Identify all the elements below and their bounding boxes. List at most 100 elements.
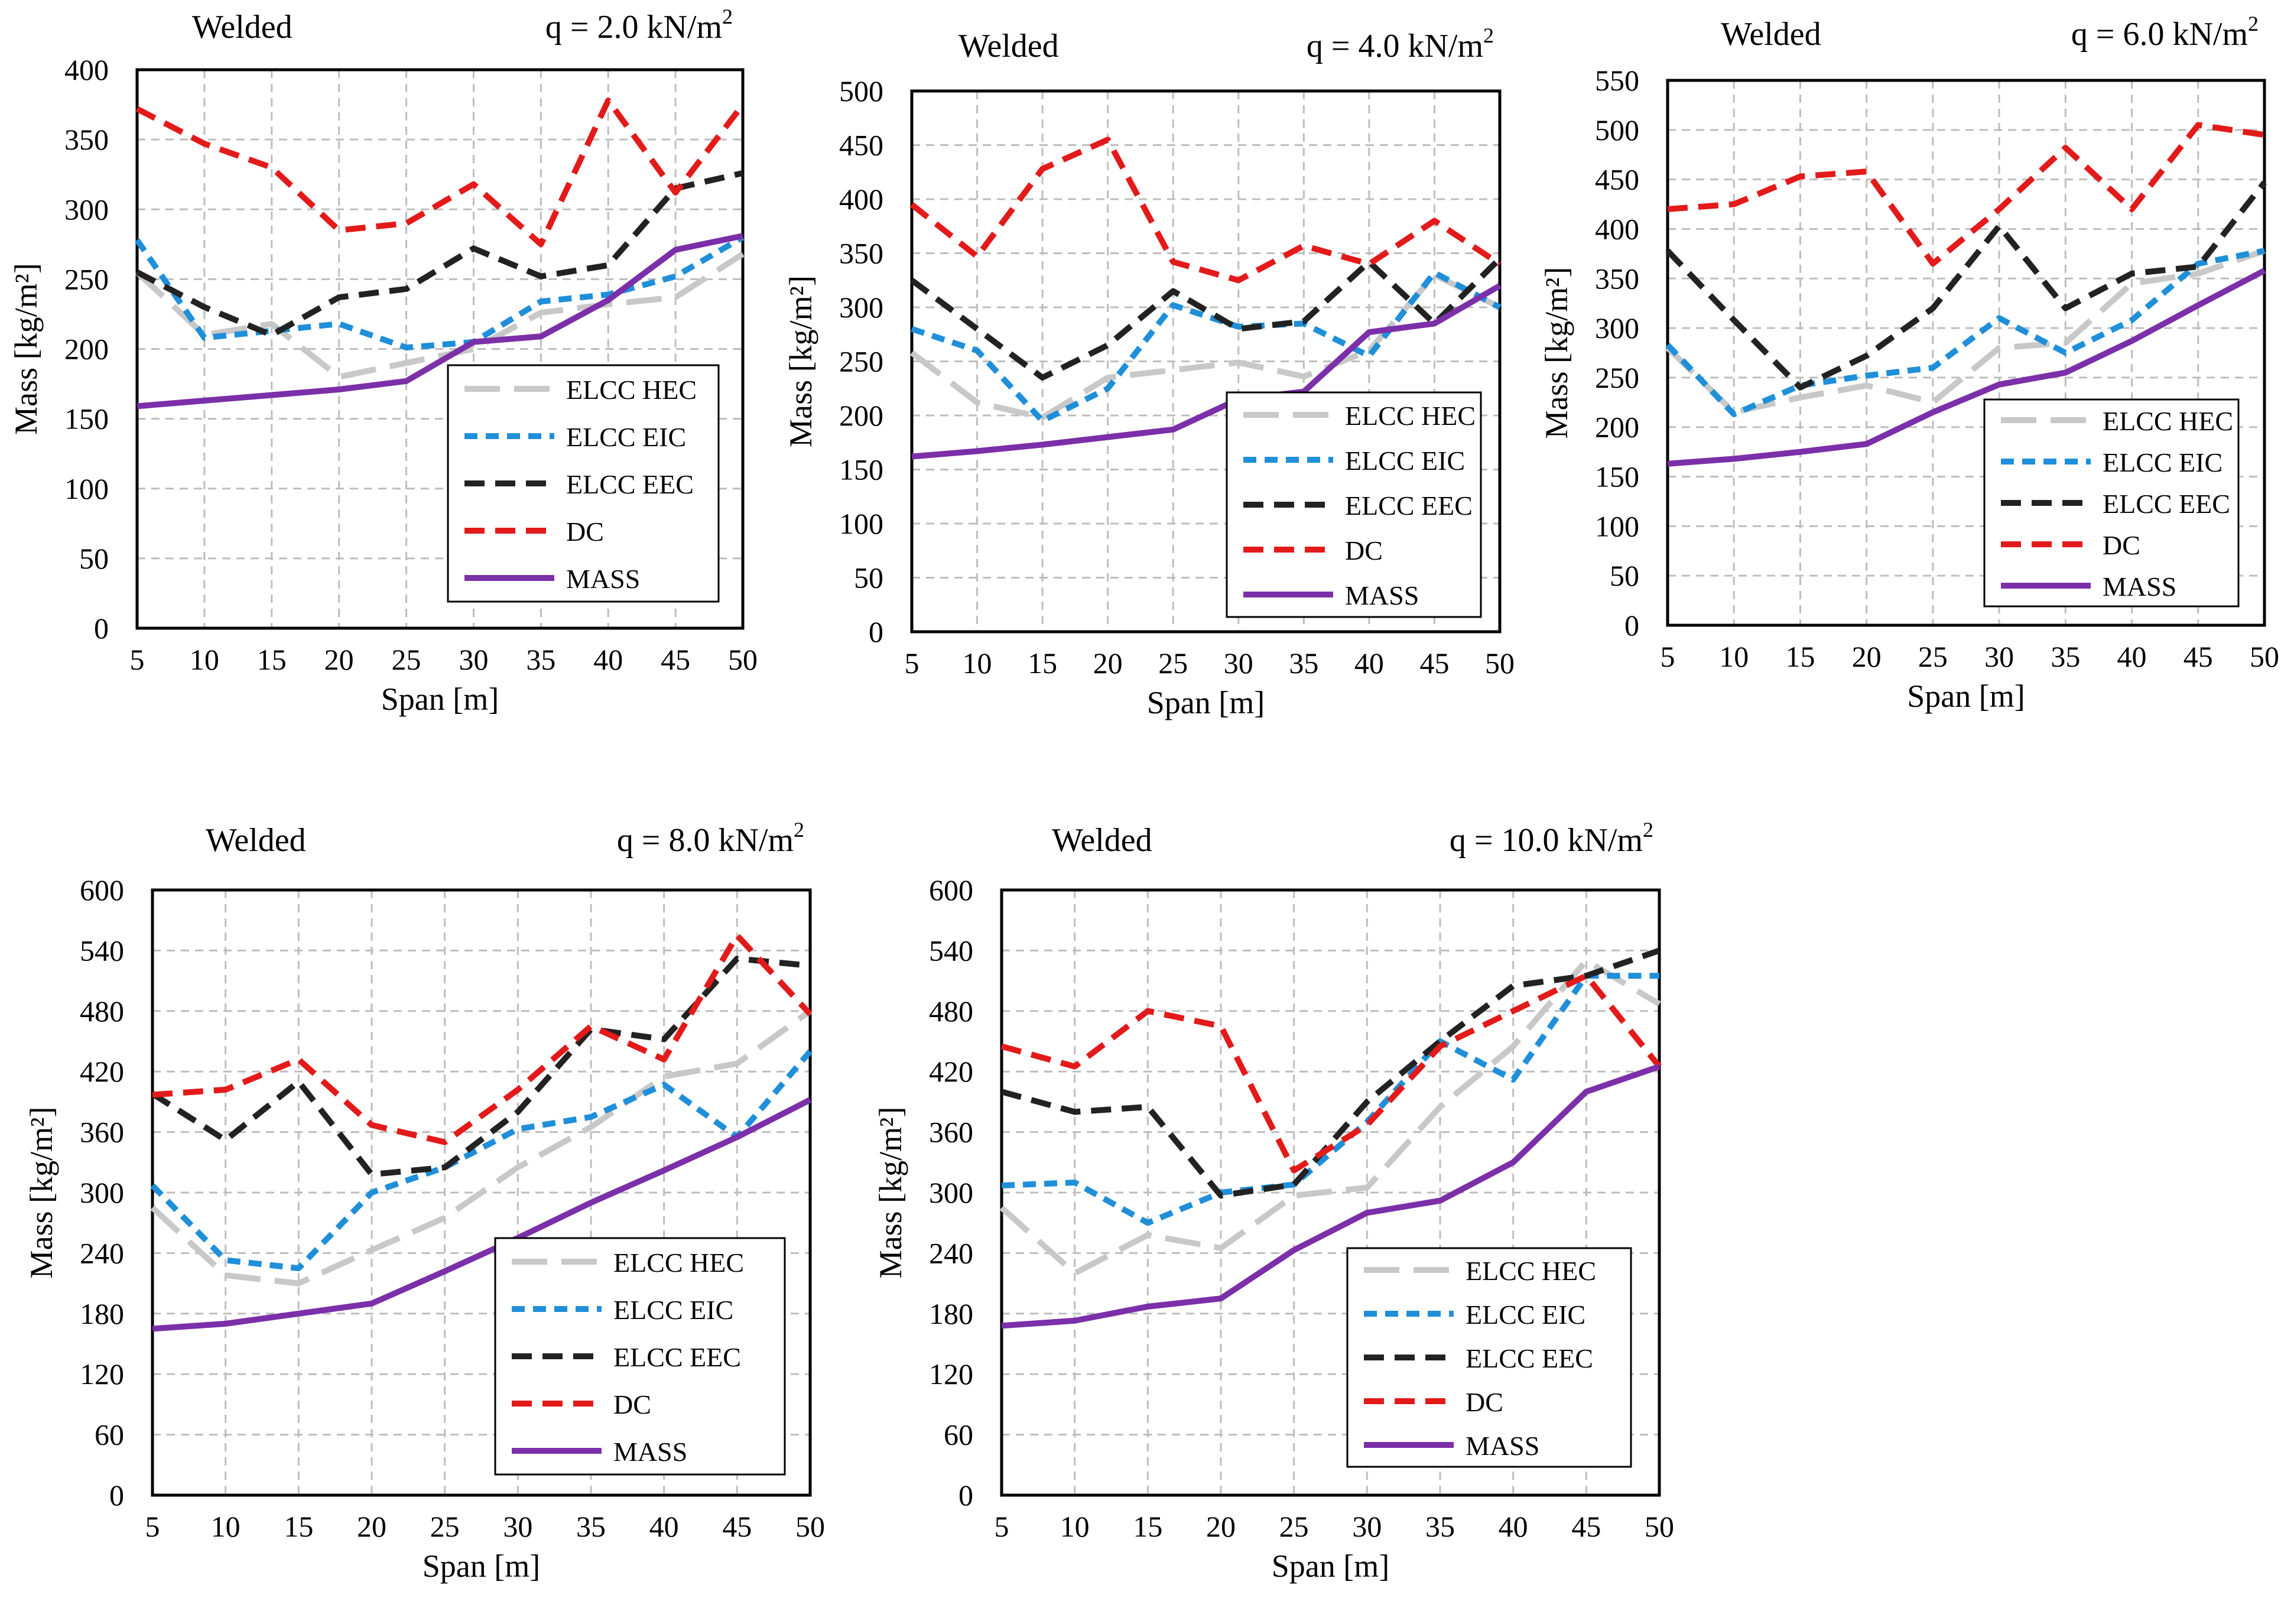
- series-line-mass: [152, 1097, 812, 1332]
- y-tick-label: 600: [80, 873, 124, 907]
- legend-label-dc: DC: [1466, 1387, 1503, 1417]
- x-tick-label: 45: [722, 1510, 752, 1543]
- legend-label-elcc-hec: ELCC HEC: [613, 1248, 744, 1278]
- series-line-dc: [909, 137, 1502, 284]
- y-tick-label: 50: [1610, 559, 1639, 592]
- series-line-elcc-eic: [134, 235, 745, 351]
- x-tick-label: 45: [661, 643, 690, 676]
- y-tick-label: 200: [839, 399, 883, 432]
- y-tick-label: 400: [839, 183, 883, 216]
- x-tick-label: 50: [1485, 647, 1515, 680]
- x-tick-label: 30: [1224, 647, 1253, 680]
- y-tick-label: 350: [1595, 262, 1639, 295]
- x-tick-label: 25: [1279, 1510, 1309, 1543]
- legend-label-elcc-hec: ELCC HEC: [566, 375, 697, 405]
- plot-area-frame: [1000, 888, 1661, 1497]
- series-line-elcc-eic: [1665, 248, 2265, 417]
- y-tick-label: 350: [64, 123, 109, 156]
- y-tick-label: 300: [929, 1176, 973, 1209]
- y-tick-label: 480: [929, 995, 973, 1028]
- x-tick-label: 25: [430, 1510, 460, 1543]
- y-tick-label: 300: [80, 1176, 124, 1209]
- x-tick-label: 35: [2051, 640, 2080, 673]
- legend-label-elcc-eic: ELCC EIC: [2103, 447, 2222, 478]
- x-tick-label: 40: [649, 1510, 679, 1543]
- series-line-mass: [137, 233, 744, 410]
- plot-area-frame: [135, 68, 745, 630]
- load-label-superscript: 2: [2248, 12, 2259, 35]
- series-line-mass: [1667, 268, 2266, 467]
- series-line-elcc-eec: [151, 956, 811, 1178]
- y-tick-label: 600: [929, 873, 973, 907]
- x-tick-label: 45: [2183, 640, 2213, 673]
- x-tick-label: 5: [905, 647, 919, 680]
- x-tick-label: 5: [1661, 640, 1675, 673]
- legend-label-elcc-hec: ELCC HEC: [1345, 401, 1476, 431]
- load-label: q = 10.0 kN/m2: [1450, 818, 1653, 859]
- x-tick-label: 45: [1571, 1510, 1601, 1543]
- series-line-elcc-eic: [911, 269, 1502, 424]
- y-tick-label: 0: [869, 615, 883, 648]
- x-tick-label: 35: [1289, 647, 1318, 680]
- x-tick-label: 30: [459, 643, 488, 676]
- x-tick-label: 20: [357, 1510, 386, 1543]
- chart-title: Welded: [1052, 822, 1152, 859]
- y-tick-label: 240: [80, 1236, 124, 1269]
- x-axis-label: Span [m]: [381, 681, 499, 717]
- series-line-elcc-eic: [1001, 973, 1659, 1226]
- plot-area-frame: [151, 888, 812, 1497]
- x-tick-label: 5: [145, 1510, 160, 1543]
- load-label-base: q = 2.0 kN/m: [545, 9, 722, 46]
- legend-label-mass: MASS: [1345, 580, 1419, 610]
- chart-panel-2: 5 10 15 20 25 30 35 40 45 50050100150200250300350…: [783, 24, 1515, 720]
- series-line-elcc-hec: [135, 251, 745, 380]
- y-tick-label: 120: [929, 1357, 973, 1391]
- y-tick-label: 180: [80, 1297, 124, 1330]
- x-axis-label: Span [m]: [1147, 685, 1265, 720]
- y-axis-label: Mass [kg/m²]: [8, 263, 44, 435]
- y-tick-label: 250: [839, 345, 883, 378]
- x-tick-label: 20: [1852, 640, 1882, 673]
- chart-panel-3: 5 10 15 20 25 30 35 40 45 50050100150200250300350…: [1539, 12, 2279, 714]
- x-tick-label: 20: [1206, 1510, 1236, 1543]
- x-tick-label: 50: [795, 1510, 825, 1543]
- y-tick-label: 360: [80, 1116, 124, 1149]
- load-label-superscript: 2: [722, 5, 733, 28]
- x-tick-label: 45: [1419, 647, 1449, 680]
- y-tick-label: 400: [1595, 212, 1639, 245]
- chart-panel-5: 5 10 15 20 25 30 35 40 45 50 0 60 120 180 240 300 360 420…: [873, 818, 1674, 1584]
- plot-area-frame: [910, 89, 1502, 634]
- legend-label-mass: MASS: [613, 1437, 687, 1467]
- legend-label-elcc-eic: ELCC EIC: [566, 422, 686, 452]
- y-tick-label: 0: [1624, 609, 1639, 642]
- x-tick-label: 35: [576, 1510, 606, 1543]
- plot-area-frame: [1666, 79, 2266, 627]
- x-tick-label: 5: [130, 643, 145, 676]
- y-tick-label: 350: [839, 237, 883, 270]
- y-tick-label: 150: [1595, 460, 1639, 493]
- series-line-dc: [135, 97, 745, 248]
- load-label: q = 8.0 kN/m2: [617, 818, 804, 859]
- x-tick-label: 40: [1499, 1510, 1528, 1543]
- legend-label-mass: MASS: [1466, 1431, 1539, 1461]
- y-tick-label: 360: [929, 1116, 973, 1149]
- load-label: q = 6.0 kN/m2: [2071, 12, 2259, 53]
- y-tick-label: 450: [1595, 163, 1639, 196]
- y-tick-label: 200: [1595, 411, 1639, 444]
- y-tick-label: 400: [64, 53, 109, 86]
- y-tick-label: 60: [95, 1418, 124, 1451]
- legend-box: [1226, 391, 1482, 618]
- series-line-elcc-hec: [909, 272, 1502, 421]
- legend-label-dc: DC: [613, 1389, 651, 1420]
- y-tick-label: 540: [80, 934, 124, 967]
- legend-label-elcc-eic: ELCC EIC: [1466, 1300, 1585, 1330]
- x-tick-label: 15: [284, 1510, 313, 1543]
- x-tick-label: 15: [257, 643, 287, 676]
- y-tick-label: 0: [109, 1479, 124, 1512]
- y-tick-label: 450: [839, 129, 883, 162]
- y-tick-label: 300: [1595, 311, 1639, 345]
- series-line-elcc-eec: [1665, 180, 2267, 391]
- x-tick-label: 50: [1645, 1510, 1674, 1543]
- legend-label-elcc-eec: ELCC EEC: [566, 469, 694, 499]
